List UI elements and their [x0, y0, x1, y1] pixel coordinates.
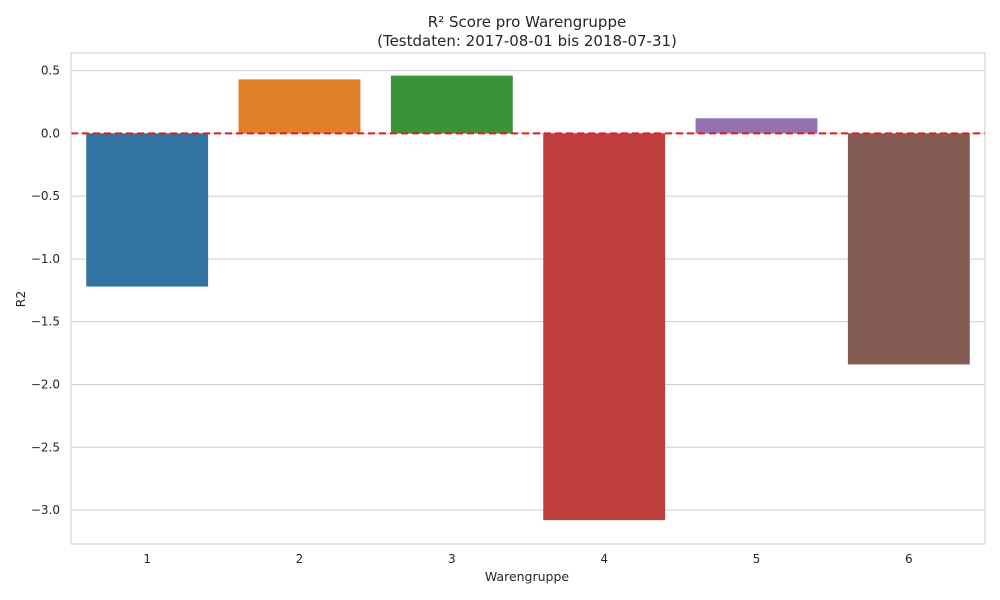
- x-tick-label: 3: [448, 552, 456, 566]
- y-tick-label: 0.0: [41, 126, 60, 140]
- bar-6: [847, 133, 970, 365]
- x-tick-label: 2: [296, 552, 304, 566]
- y-tick-label: −1.5: [31, 315, 60, 329]
- bar-3: [390, 75, 513, 134]
- y-tick-labels: 0.5 0.0 −0.5 −1.0 −1.5 −2.0 −2.5 −3.0: [31, 64, 60, 518]
- y-tick-label: 0.5: [41, 64, 60, 78]
- x-tick-label: 4: [600, 552, 608, 566]
- x-axis-label: Warengruppe: [485, 569, 570, 584]
- y-tick-label: −2.5: [31, 440, 60, 454]
- x-tick-label: 1: [143, 552, 151, 566]
- x-tick-label: 5: [753, 552, 761, 566]
- chart-subtitle: (Testdaten: 2017-08-01 bis 2018-07-31): [377, 32, 677, 50]
- bars: [86, 75, 970, 521]
- bar-4: [543, 133, 666, 521]
- y-axis-label: R2: [13, 291, 28, 308]
- plot-frame: [70, 52, 986, 545]
- y-tick-label: −2.0: [31, 378, 60, 392]
- x-tick-labels: 1 2 3 4 5 6: [143, 552, 912, 566]
- y-tick-label: −1.0: [31, 252, 60, 266]
- chart-title: R² Score pro Warengruppe: [428, 13, 626, 31]
- y-tick-label: −3.0: [31, 503, 60, 517]
- y-tick-label: −0.5: [31, 189, 60, 203]
- bar-2: [238, 79, 361, 134]
- bar-5: [695, 118, 818, 134]
- grid-lines: [71, 70, 985, 511]
- x-tick-label: 6: [905, 552, 913, 566]
- bar-1: [86, 133, 209, 287]
